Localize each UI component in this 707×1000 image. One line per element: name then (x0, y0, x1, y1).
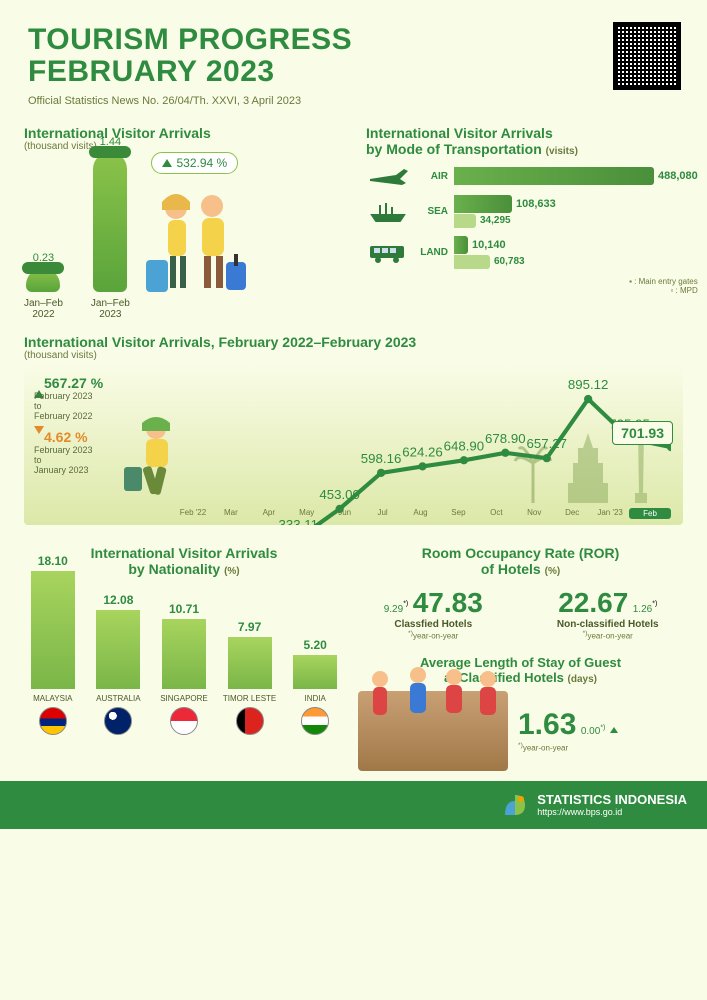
svg-text:648.90: 648.90 (444, 438, 485, 453)
timeseries-body: 567.27 % February 2023 to February 2022 … (24, 365, 683, 525)
triangle-up-icon (610, 727, 618, 733)
flag-icon (236, 707, 264, 735)
transport-title: International Visitor Arrivals by Mode o… (366, 125, 698, 157)
transport-row-sea: SEA 108,63334,295 (366, 195, 698, 228)
ror-classified: 9.29*) 47.83 Classfied Hotels *)year-on-… (358, 587, 509, 641)
transport-panel: International Visitor Arrivals by Mode o… (366, 125, 698, 320)
timeseries-final-value: 701.93 (612, 421, 673, 445)
nationality-panel: International Visitor Arrivals by Nation… (24, 545, 344, 771)
transport-row-air: AIR 488,080 (366, 165, 698, 187)
arrivals-panel: International Visitor Arrivals (thousand… (24, 125, 354, 320)
mom-stat: 4.62 % February 2023 to January 2023 (34, 429, 103, 475)
walking-tourist-icon (122, 415, 182, 505)
timeseries-axis: Feb '22MarAprMayJunJulAugSepOctNovDecJan… (174, 508, 671, 519)
svg-text:453.00: 453.00 (319, 487, 360, 502)
timeseries-unit: (thousand visits) (24, 350, 683, 361)
timeseries-stats: 567.27 % February 2023 to February 2022 … (34, 375, 103, 483)
svg-text:598.16: 598.16 (361, 451, 402, 466)
growth-badge: 532.94 % (151, 152, 238, 174)
hotel-panel: Room Occupancy Rate (ROR) of Hotels (%) … (358, 545, 683, 771)
tourists-illustration (140, 180, 250, 300)
ror-row: 9.29*) 47.83 Classfied Hotels *)year-on-… (358, 587, 683, 641)
timeseries-title: International Visitor Arrivals, February… (24, 334, 683, 350)
nationality-bar-singapore: 10.71 SINGAPORE (155, 602, 213, 735)
infographic-page: TOURISM PROGRESS FEBRUARY 2023 Official … (0, 0, 707, 829)
los-value-box: 1.63 0.00*) *)year-on-year (518, 708, 618, 753)
hotel-desk-illustration (358, 691, 508, 771)
svg-text:624.26: 624.26 (402, 444, 443, 459)
svg-text:678.90: 678.90 (485, 431, 526, 446)
flag-icon (170, 707, 198, 735)
transport-legend: ▪ : Main entry gates ▫ : MPD (366, 277, 698, 295)
triangle-down-icon (34, 426, 44, 444)
row-top: International Visitor Arrivals (thousand… (0, 117, 707, 328)
qr-code (613, 22, 681, 90)
timeseries-line: 105.20142.01213.38333.11453.00598.16624.… (174, 373, 671, 525)
bps-logo-icon (501, 791, 529, 819)
footer-text: STATISTICS INDONESIA https://www.bps.go.… (537, 792, 687, 817)
arrivals-bar-2023: 1.44 Jan–Feb2023 (91, 136, 130, 320)
arrivals-title: International Visitor Arrivals (24, 125, 354, 141)
yoy-stat: 567.27 % February 2023 to February 2022 (34, 375, 103, 421)
page-title: TOURISM PROGRESS FEBRUARY 2023 (28, 24, 679, 87)
nationality-bar-australia: 12.08 AUSTRALIA (90, 593, 148, 735)
arrivals-unit: (thousand visits) (24, 141, 354, 152)
nationality-bar-india: 5.20 INDIA (286, 638, 344, 735)
triangle-up-icon (162, 159, 172, 167)
ror-nonclassified: 22.67 1.26*) Non-classified Hotels *)yea… (533, 587, 684, 641)
svg-text:895.12: 895.12 (568, 377, 609, 392)
ship-icon (366, 201, 410, 223)
transport-row-land: LAND 10,14060,783 (366, 236, 698, 269)
plane-icon (366, 165, 410, 187)
flag-icon (301, 707, 329, 735)
flag-icon (104, 707, 132, 735)
page-subtitle: Official Statistics News No. 26/04/Th. X… (28, 95, 679, 107)
nationality-bar-timor-leste: 7.97 TIMOR LESTE (221, 620, 279, 735)
nationality-bar-malaysia: 18.10 MALAYSIA (24, 554, 82, 735)
nationality-bars: 18.10 MALAYSIA 12.08 AUSTRALIA 10.71 SIN… (24, 585, 344, 735)
header: TOURISM PROGRESS FEBRUARY 2023 Official … (0, 0, 707, 117)
ror-title: Room Occupancy Rate (ROR) of Hotels (%) (358, 545, 683, 577)
svg-text:657.27: 657.27 (526, 436, 567, 451)
bus-icon (366, 242, 410, 264)
bottom-row: International Visitor Arrivals by Nation… (0, 535, 707, 781)
timeseries-panel: International Visitor Arrivals, February… (0, 328, 707, 535)
arrivals-bars: 0.23 Jan–Feb2022 1.44 Jan–Feb2023 (24, 170, 130, 320)
flag-icon (39, 707, 67, 735)
footer: STATISTICS INDONESIA https://www.bps.go.… (0, 781, 707, 829)
arrivals-bar-2022: 0.23 Jan–Feb2022 (24, 252, 63, 320)
los-body: 1.63 0.00*) *)year-on-year (358, 691, 683, 771)
